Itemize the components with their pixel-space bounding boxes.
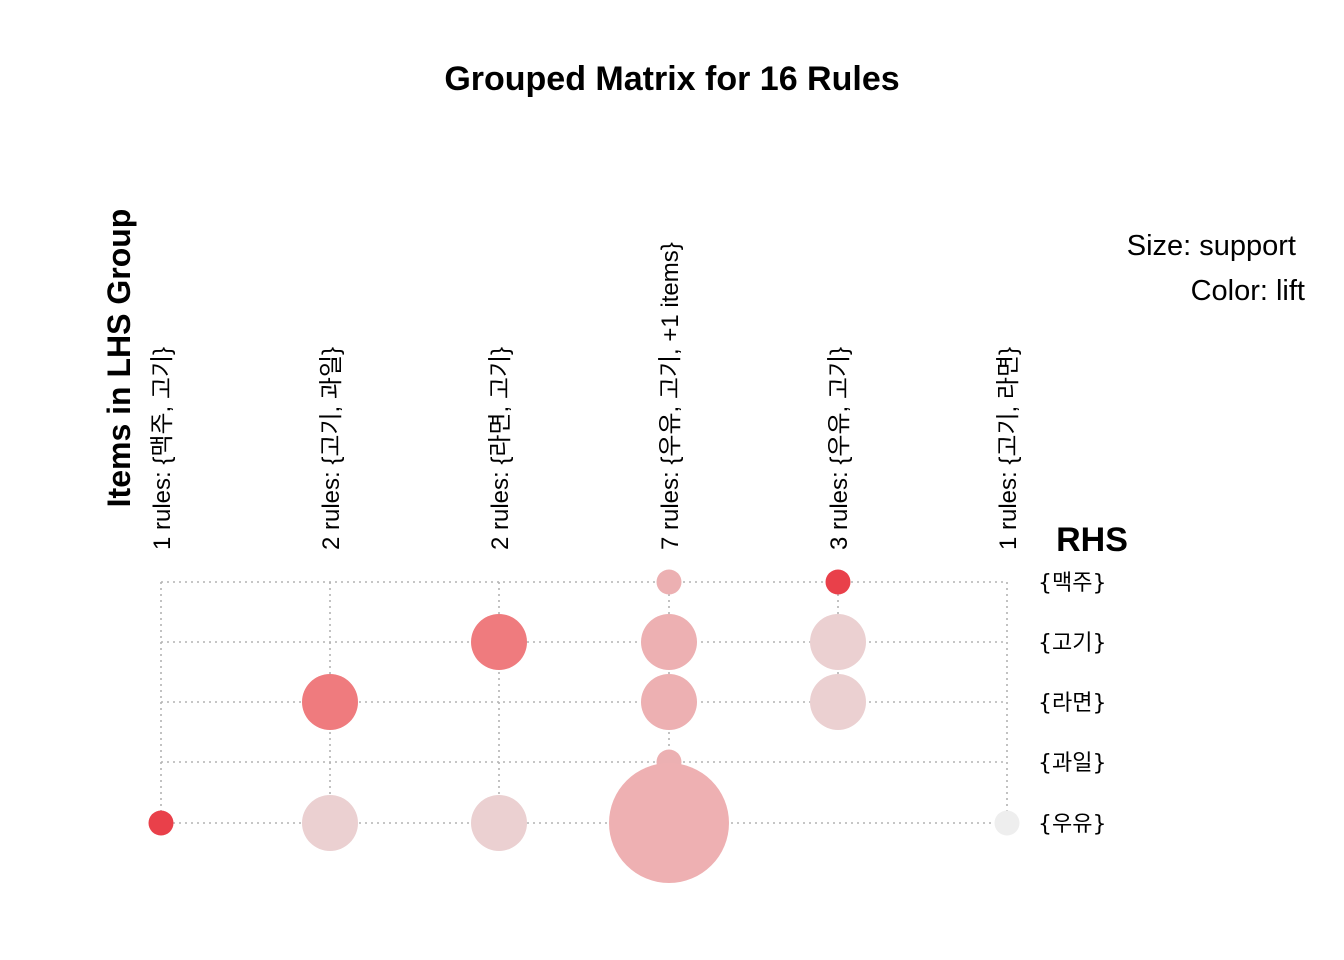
rule-point: [302, 674, 358, 730]
chart-title: Grouped Matrix for 16 Rules: [444, 60, 899, 98]
lhs-group-label: 2 rules: {고기, 과일}: [318, 347, 345, 550]
rhs-item-label: {우유}: [1038, 812, 1106, 837]
grid-lines: [160, 581, 1008, 824]
rule-point: [656, 569, 682, 595]
legend-size: Size: support: [1127, 230, 1296, 262]
lhs-group-label: 7 rules: {우유, 고기, +1 items}: [657, 242, 684, 550]
rule-point: [825, 569, 851, 595]
rule-point: [302, 795, 358, 851]
rhs-item-label: {맥주}: [1038, 571, 1106, 596]
legend-color: Color: lift: [1191, 275, 1305, 307]
rule-point: [641, 674, 697, 730]
rule-point: [148, 810, 174, 836]
lhs-group-label: 2 rules: {라면, 고기}: [487, 347, 514, 550]
rule-point: [471, 795, 527, 851]
rhs-item-label: {과일}: [1038, 751, 1106, 776]
rhs-item-label: {라면}: [1038, 691, 1106, 716]
rule-point: [994, 810, 1020, 836]
rhs-item-labels: {맥주} {고기} {라면} {과일} {우유}: [1038, 571, 1106, 837]
lhs-group-label: 1 rules: {맥주, 고기}: [149, 347, 176, 550]
rule-point: [641, 614, 697, 670]
rule-point: [471, 614, 527, 670]
rhs-item-label: {고기}: [1038, 631, 1106, 656]
rule-point: [609, 763, 729, 883]
rhs-axis-label: RHS: [1056, 521, 1128, 559]
rule-point: [810, 614, 866, 670]
lhs-group-label: 1 rules: {고기, 라면}: [995, 347, 1022, 550]
lhs-group-labels: 1 rules: {맥주, 고기} 2 rules: {고기, 과일} 2 rule…: [149, 242, 1022, 550]
x-axis-label: Items in LHS Group: [101, 209, 137, 508]
rule-point: [810, 674, 866, 730]
lhs-group-label: 3 rules: {우유, 고기}: [826, 347, 853, 550]
rule-points: [148, 569, 1020, 883]
